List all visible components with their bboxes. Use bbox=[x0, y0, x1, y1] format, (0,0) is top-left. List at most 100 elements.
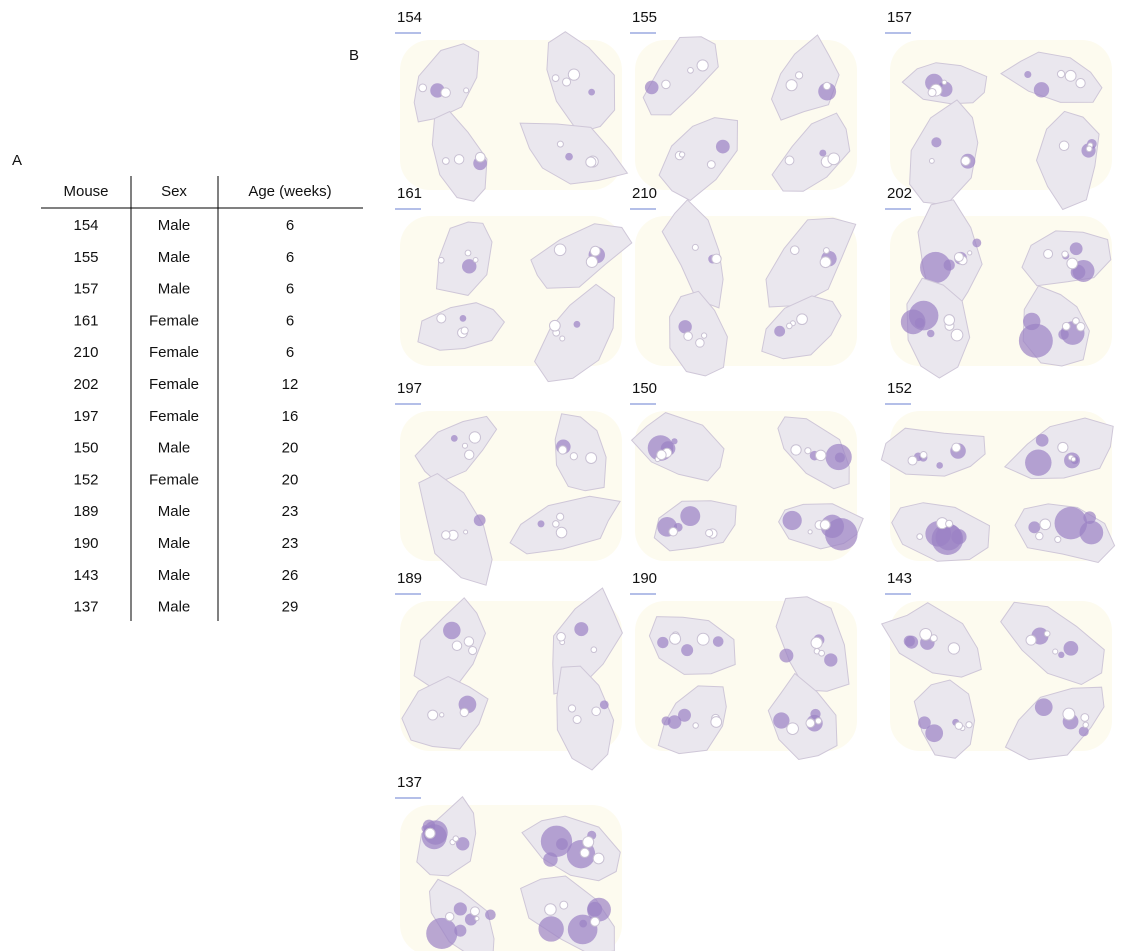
airway bbox=[815, 450, 826, 461]
airway bbox=[1083, 722, 1088, 727]
panel-label: B bbox=[349, 47, 359, 64]
lesion bbox=[716, 140, 730, 154]
panel-label: A bbox=[12, 152, 22, 169]
lesion bbox=[681, 644, 693, 656]
airway bbox=[1057, 70, 1064, 77]
lesion bbox=[944, 259, 955, 270]
table-cell: Male bbox=[158, 503, 191, 520]
table-cell: 161 bbox=[73, 312, 98, 329]
airway bbox=[785, 156, 794, 165]
airway bbox=[583, 837, 594, 848]
airway bbox=[471, 907, 480, 916]
airway bbox=[954, 253, 963, 262]
airway bbox=[707, 161, 715, 169]
airway bbox=[554, 244, 566, 256]
table-cell: 150 bbox=[73, 440, 98, 457]
airway bbox=[475, 916, 479, 920]
table-cell: Male bbox=[158, 440, 191, 457]
histology-panel: 150 bbox=[630, 380, 863, 561]
lesion bbox=[1024, 71, 1031, 78]
airway bbox=[461, 327, 468, 334]
lesion bbox=[835, 452, 845, 462]
lesion bbox=[451, 435, 458, 442]
airway bbox=[928, 88, 936, 96]
table-cell: 23 bbox=[282, 503, 299, 520]
airway bbox=[475, 152, 485, 162]
airway bbox=[795, 72, 802, 79]
airway bbox=[920, 628, 932, 640]
airway bbox=[428, 710, 438, 720]
airway bbox=[697, 60, 708, 71]
column-header: Sex bbox=[161, 183, 187, 200]
airway bbox=[1044, 631, 1050, 637]
lesion bbox=[779, 649, 793, 663]
lesion bbox=[587, 898, 611, 922]
airway bbox=[908, 456, 917, 465]
airway bbox=[806, 719, 815, 728]
airway bbox=[438, 257, 444, 263]
airway bbox=[590, 917, 599, 926]
airway bbox=[791, 445, 801, 455]
lesion bbox=[904, 636, 915, 647]
airway bbox=[568, 69, 579, 80]
table-cell: 197 bbox=[73, 408, 98, 425]
airway bbox=[787, 323, 793, 329]
histology-panel: 157 bbox=[885, 9, 1112, 210]
column-header: Age (weeks) bbox=[248, 183, 331, 200]
lesion bbox=[600, 700, 609, 709]
airway bbox=[692, 244, 698, 250]
airway bbox=[1081, 714, 1089, 722]
lesion bbox=[824, 653, 837, 666]
lesion bbox=[538, 520, 545, 527]
airway bbox=[1062, 251, 1068, 257]
lesion bbox=[972, 238, 981, 247]
airway bbox=[473, 258, 478, 263]
histology-panel: 197 bbox=[395, 380, 622, 585]
airway bbox=[1055, 536, 1061, 542]
airway bbox=[823, 82, 830, 89]
table-cell: 6 bbox=[286, 281, 294, 298]
airway bbox=[1076, 323, 1084, 331]
lesion bbox=[574, 321, 581, 328]
airway bbox=[670, 633, 681, 644]
table-cell: 6 bbox=[286, 249, 294, 266]
airway bbox=[1040, 519, 1051, 530]
lesion bbox=[671, 438, 677, 444]
lesion bbox=[1064, 641, 1079, 656]
airway bbox=[790, 246, 799, 255]
table-cell: 26 bbox=[282, 567, 299, 584]
airway bbox=[560, 901, 568, 909]
histology-panel: 143 bbox=[882, 570, 1112, 760]
image-label: 197 bbox=[397, 380, 422, 397]
airway bbox=[553, 521, 560, 528]
table-cell: Male bbox=[158, 249, 191, 266]
table-cell: Male bbox=[158, 281, 191, 298]
airway bbox=[948, 643, 959, 654]
airway bbox=[920, 452, 927, 459]
airway bbox=[442, 531, 450, 539]
image-label: 143 bbox=[887, 570, 912, 587]
lesion bbox=[819, 150, 826, 157]
table-cell: Male bbox=[158, 535, 191, 552]
airway bbox=[586, 256, 597, 267]
histology-panel: 152 bbox=[881, 380, 1114, 563]
histology-panel: 189 bbox=[395, 570, 622, 770]
airway bbox=[460, 708, 468, 716]
lesion bbox=[1079, 726, 1089, 736]
airway bbox=[442, 158, 449, 165]
airway bbox=[693, 723, 698, 728]
airway bbox=[961, 156, 970, 165]
table-cell: 23 bbox=[282, 535, 299, 552]
airway bbox=[828, 153, 840, 165]
table-cell: Male bbox=[158, 567, 191, 584]
lesion bbox=[915, 318, 925, 328]
airway bbox=[917, 534, 923, 540]
airway bbox=[797, 314, 808, 325]
airway bbox=[558, 446, 566, 454]
airway bbox=[657, 450, 666, 459]
table-cell: 190 bbox=[73, 535, 98, 552]
lesion bbox=[774, 326, 785, 337]
airway bbox=[469, 432, 480, 443]
lesion bbox=[1058, 329, 1068, 339]
lesion bbox=[936, 462, 943, 469]
